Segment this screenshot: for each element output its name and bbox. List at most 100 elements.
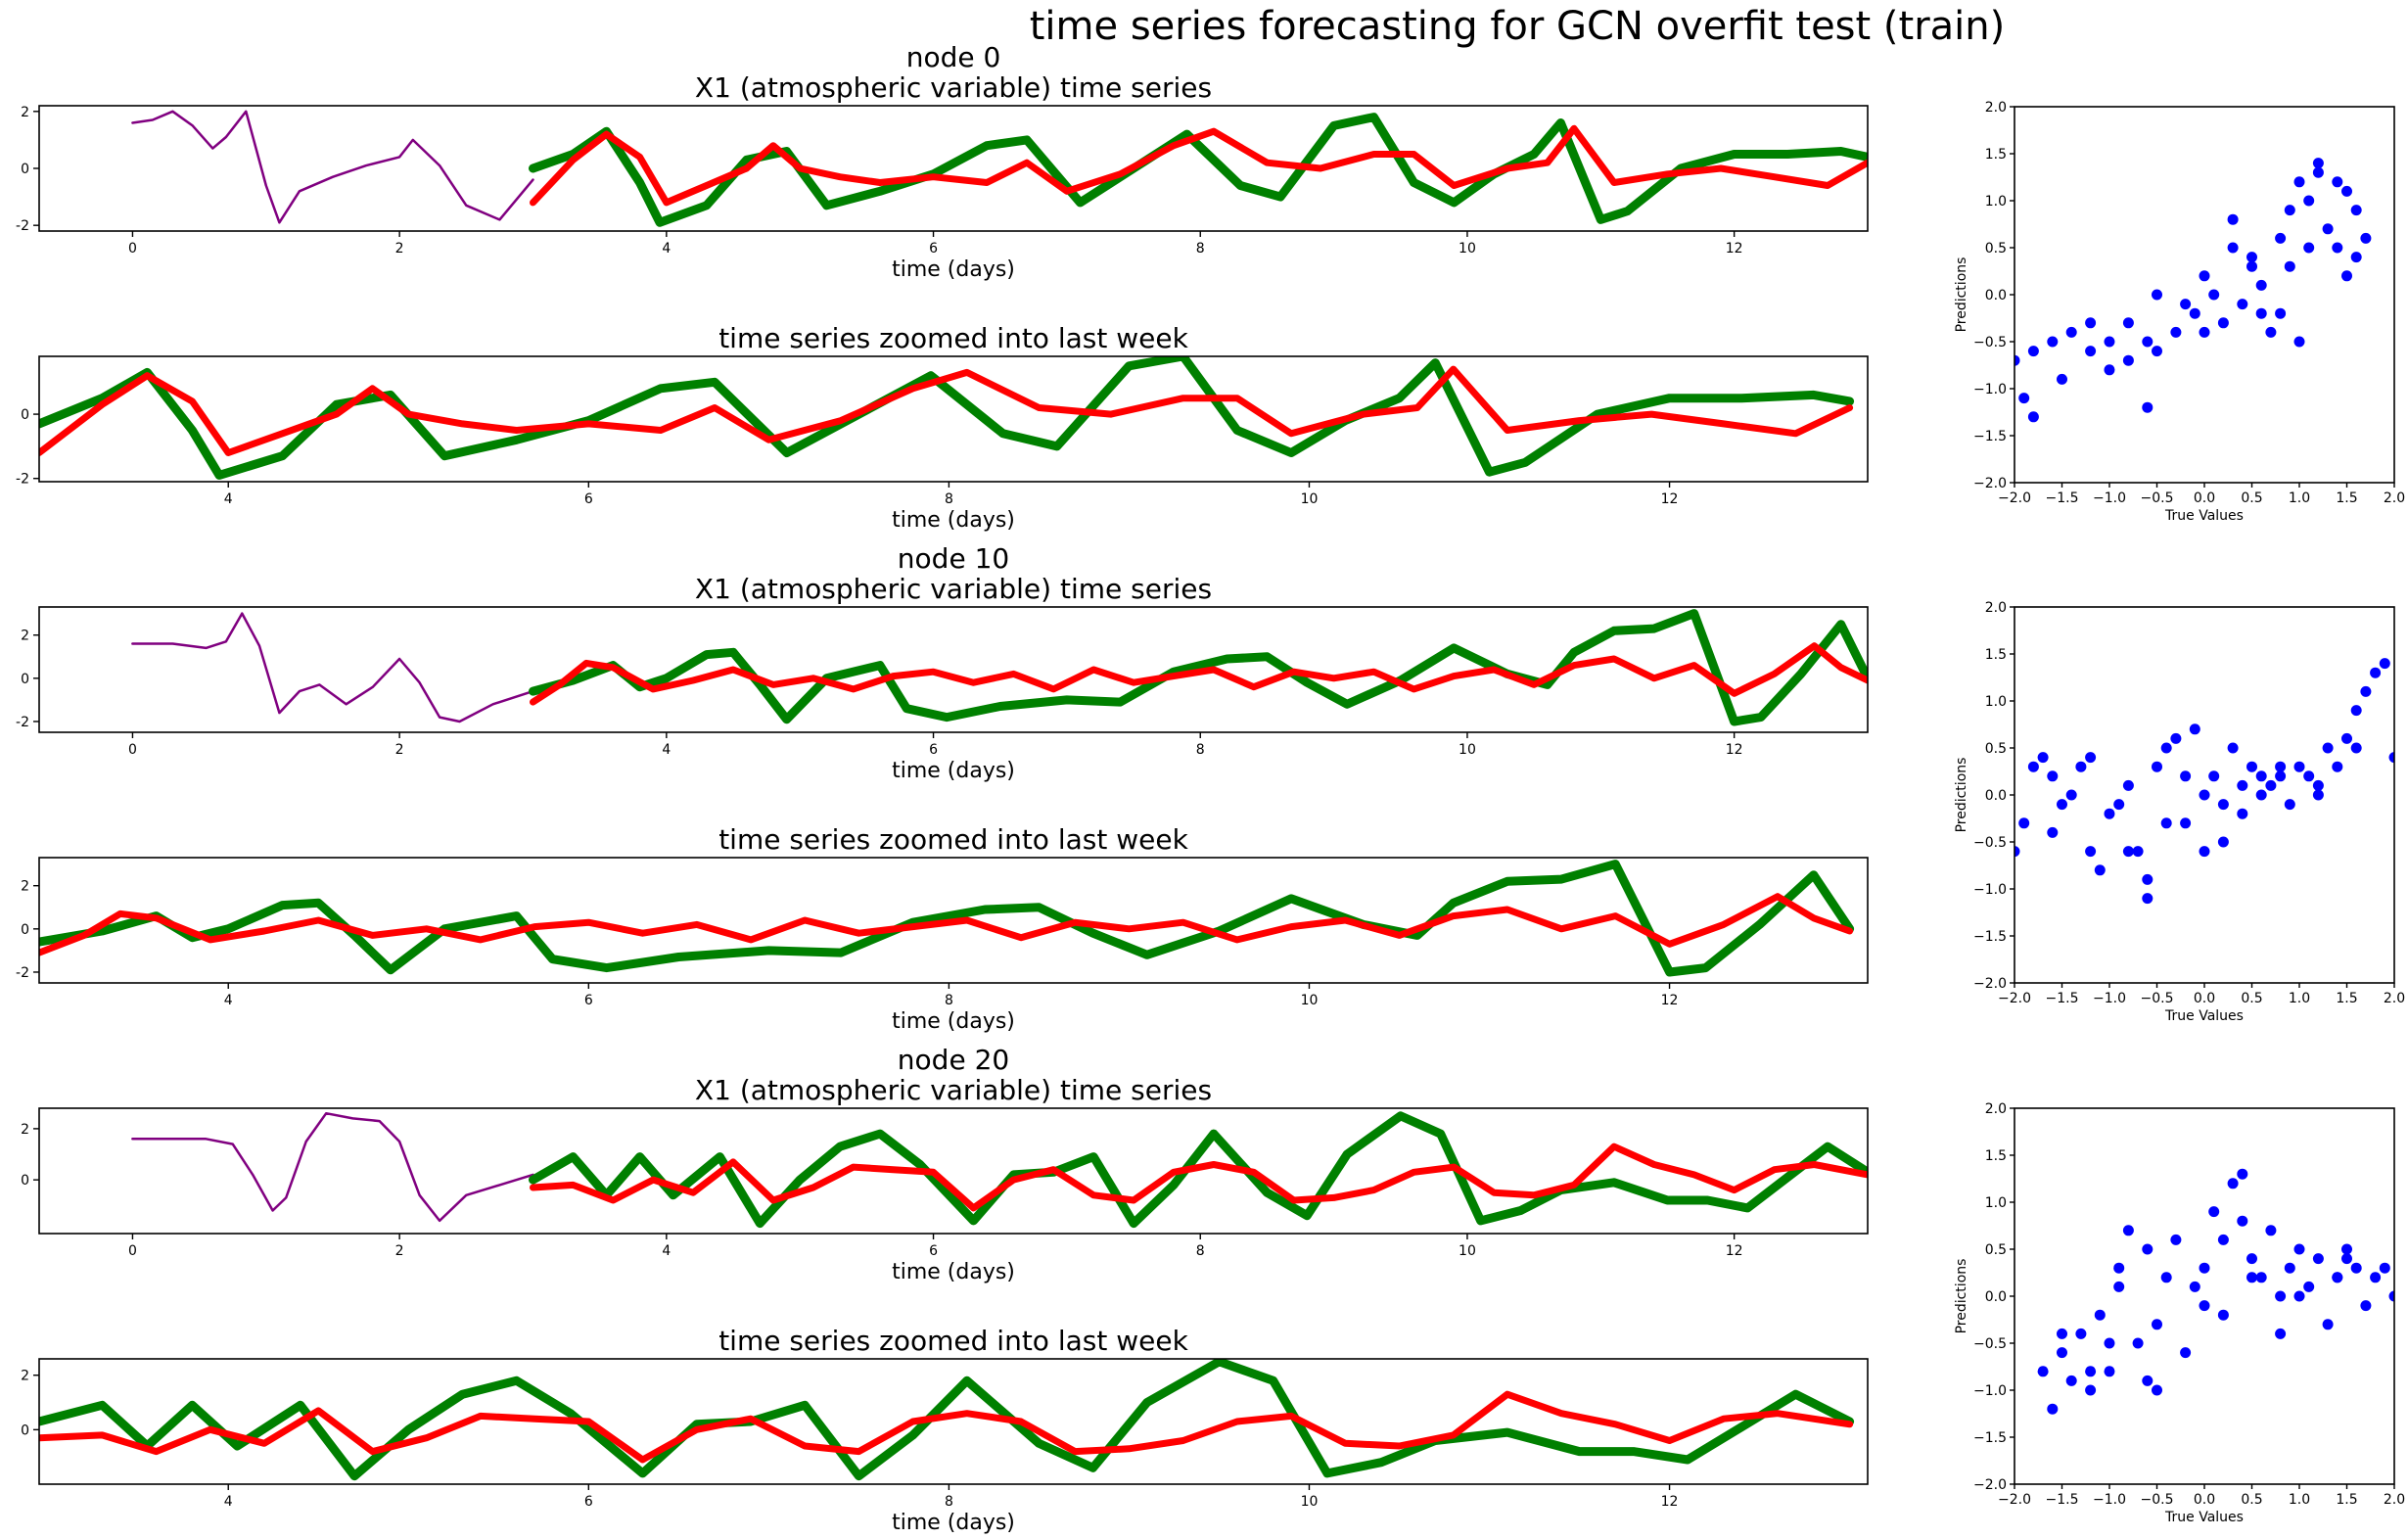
scatter-point: [2275, 1328, 2287, 1339]
x-tick-label: 4: [662, 742, 671, 758]
scatter-point: [2275, 1290, 2287, 1302]
scatter-y-tick-label: 1.0: [1985, 1195, 2007, 1211]
scatter-point: [2199, 846, 2210, 858]
scatter-point: [2255, 1272, 2267, 1283]
x-tick-label: 6: [929, 1243, 938, 1259]
scatter-y-tick-label: −1.0: [1973, 382, 2007, 397]
scatter-point: [2227, 213, 2239, 225]
scatter-point: [2284, 260, 2295, 272]
scatter-point: [2237, 299, 2248, 310]
x-tick-label: 2: [395, 742, 404, 758]
scatter-x-tick-label: 0.5: [2241, 490, 2262, 506]
scatter-point: [2388, 1290, 2394, 1302]
series-group: [131, 110, 1868, 227]
y-tick-label: -2: [16, 218, 29, 234]
figure-suptitle: time series forecasting for GCN overfit …: [1030, 4, 2006, 49]
scatter-y-tick-label: 1.0: [1985, 194, 2007, 210]
scatter-point: [2246, 761, 2257, 772]
line-panel-5: time series zoomed into last week 4 6 8 10 12…: [21, 1325, 1869, 1535]
scatter-x-tick-label: −1.0: [2093, 490, 2126, 506]
y-tick-label: 0: [21, 672, 29, 687]
scatter-point: [2122, 846, 2134, 858]
y-tick-label: 0: [21, 162, 29, 177]
scatter-x-tick-label: 1.5: [2336, 1492, 2357, 1508]
scatter-point: [2057, 373, 2067, 385]
y-tick-label: -2: [16, 965, 29, 981]
scatter-point: [2014, 354, 2020, 366]
scatter-point: [2104, 808, 2115, 819]
scatter-point: [2246, 252, 2257, 263]
x-tick-label: 2: [395, 241, 404, 256]
series-predicted-line: [39, 1390, 1854, 1464]
scatter-point: [2293, 1290, 2305, 1302]
series-history-line: [131, 110, 534, 224]
scatter-point: [2057, 1328, 2067, 1339]
scatter-y-tick-label: 1.0: [1985, 694, 2007, 710]
scatter-point: [2075, 761, 2087, 772]
x-tick-label: 10: [1301, 1494, 1319, 1510]
scatter-point: [2085, 346, 2097, 357]
scatter-point: [2199, 789, 2210, 801]
scatter-point: [2065, 1375, 2077, 1386]
scatter-point: [2075, 1328, 2087, 1339]
scatter-x-tick-label: 0.5: [2241, 1492, 2262, 1508]
scatter-point: [2122, 779, 2134, 791]
x-axis-label: time (days): [892, 1511, 1015, 1535]
scatter-point: [2094, 864, 2106, 876]
scatter-x-tick-label: 2.0: [2384, 991, 2405, 1006]
scatter-y-tick-label: −2.0: [1973, 1477, 2007, 1493]
y-tick-label: -2: [16, 715, 29, 730]
scatter-point: [2370, 667, 2382, 678]
y-tick-label: 0: [21, 407, 29, 423]
scatter-point: [2341, 732, 2352, 744]
scatter-point: [2152, 1384, 2162, 1396]
scatter-x-tick-label: −0.5: [2141, 490, 2174, 506]
scatter-point: [2246, 260, 2257, 272]
scatter-point: [2341, 270, 2352, 282]
scatter-x-tick-label: −0.5: [2141, 991, 2174, 1006]
scatter-x-tick-label: 1.5: [2336, 991, 2357, 1006]
x-axis-label: time (days): [892, 1009, 1015, 1034]
series-predicted-line: [530, 642, 1868, 706]
panel-title: X1 (atmospheric variable) time series: [695, 71, 1212, 104]
x-tick-label: 8: [945, 1494, 953, 1510]
scatter-point: [2255, 307, 2267, 319]
scatter-points: [2014, 158, 2372, 423]
scatter-point: [2065, 789, 2077, 801]
y-tick-label: 0: [21, 1173, 29, 1189]
x-tick-label: 12: [1726, 742, 1743, 758]
scatter-y-tick-label: 1.5: [1985, 1148, 2007, 1164]
scatter-point: [2332, 242, 2343, 254]
scatter-point: [2142, 401, 2153, 413]
series-group: [39, 356, 1855, 480]
scatter-point: [2160, 742, 2172, 754]
scatter-y-tick-label: 0.5: [1985, 241, 2007, 256]
scatter-point: [2104, 336, 2115, 348]
x-tick-label: 6: [584, 1494, 593, 1510]
x-tick-label: 10: [1301, 491, 1319, 507]
scatter-x-tick-label: −2.0: [1998, 991, 2031, 1006]
line-panel-0: node 0X1 (atmospheric variable) time ser…: [16, 41, 1869, 282]
y-tick-label: 2: [21, 1369, 29, 1384]
scatter-x-tick-label: 1.5: [2336, 490, 2357, 506]
scatter-x-tick-label: 1.0: [2289, 1492, 2310, 1508]
scatter-point: [2085, 1366, 2097, 1377]
scatter-point: [2237, 1215, 2248, 1227]
scatter-point: [2332, 761, 2343, 772]
scatter-y-tick-label: −1.5: [1973, 429, 2007, 444]
scatter-frame: [2014, 1107, 2395, 1485]
series-true-line: [39, 860, 1855, 977]
scatter-points: [2014, 658, 2394, 905]
x-tick-label: 0: [128, 1243, 137, 1259]
scatter-point: [2180, 299, 2192, 310]
panel-title: time series zoomed into last week: [718, 322, 1188, 354]
scatter-y-tick-label: −2.0: [1973, 976, 2007, 992]
scatter-y-tick-label: 2.0: [1985, 100, 2007, 116]
scatter-point: [2104, 1337, 2115, 1349]
scatter-point: [2142, 1375, 2153, 1386]
scatter-x-tick-label: −1.0: [2093, 1492, 2126, 1508]
scatter-point: [2246, 1253, 2257, 1265]
scatter-point: [2122, 1225, 2134, 1236]
y-tick-label: 2: [21, 1122, 29, 1138]
scatter-point: [2047, 336, 2059, 348]
